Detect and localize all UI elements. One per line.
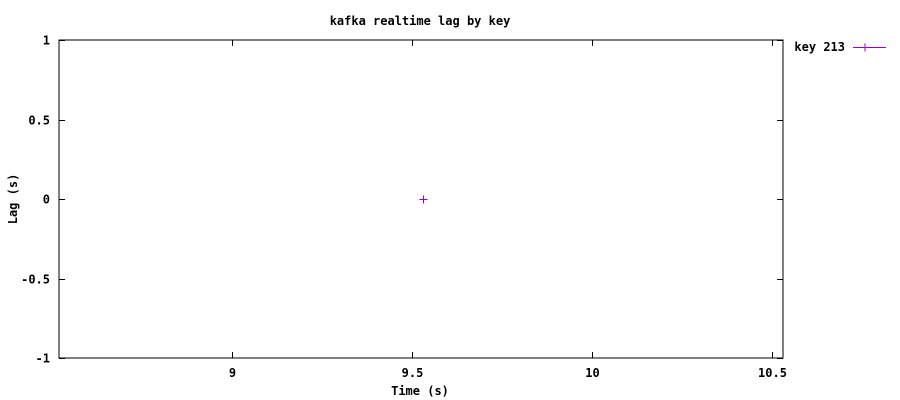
chart-title: kafka realtime lag by key xyxy=(330,14,511,28)
data-point xyxy=(419,195,428,204)
data-points xyxy=(419,195,428,204)
x-axis-label: Time (s) xyxy=(391,384,449,398)
y-tick-label: 0 xyxy=(43,193,50,207)
y-tick-label: -1 xyxy=(36,352,50,366)
y-axis-label: Lag (s) xyxy=(6,174,20,225)
y-tick-label: 1 xyxy=(43,34,50,48)
y-tick-label: 0.5 xyxy=(28,114,50,128)
y-axis-ticks: 1 0.5 0 -0.5 -1 xyxy=(21,34,783,366)
x-tick-label: 10 xyxy=(585,366,599,380)
x-tick-label: 9 xyxy=(229,366,236,380)
x-axis-ticks: 9 9.5 10 10.5 xyxy=(229,40,787,380)
x-tick-label: 9.5 xyxy=(402,366,424,380)
y-tick-label: -0.5 xyxy=(21,273,50,287)
legend: key 213 xyxy=(794,40,886,54)
legend-label: key 213 xyxy=(794,40,845,54)
x-tick-label: 10.5 xyxy=(758,366,787,380)
